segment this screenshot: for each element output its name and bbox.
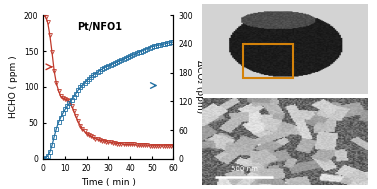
Text: Pt/NFO1: Pt/NFO1 — [77, 22, 122, 32]
Text: 500 nm: 500 nm — [231, 166, 257, 172]
Y-axis label: HCHO ( ppm ): HCHO ( ppm ) — [9, 56, 18, 118]
Y-axis label: ΔCO₂ (ppm): ΔCO₂ (ppm) — [195, 60, 204, 114]
Bar — [243, 44, 293, 78]
X-axis label: Time ( min ): Time ( min ) — [81, 178, 136, 187]
